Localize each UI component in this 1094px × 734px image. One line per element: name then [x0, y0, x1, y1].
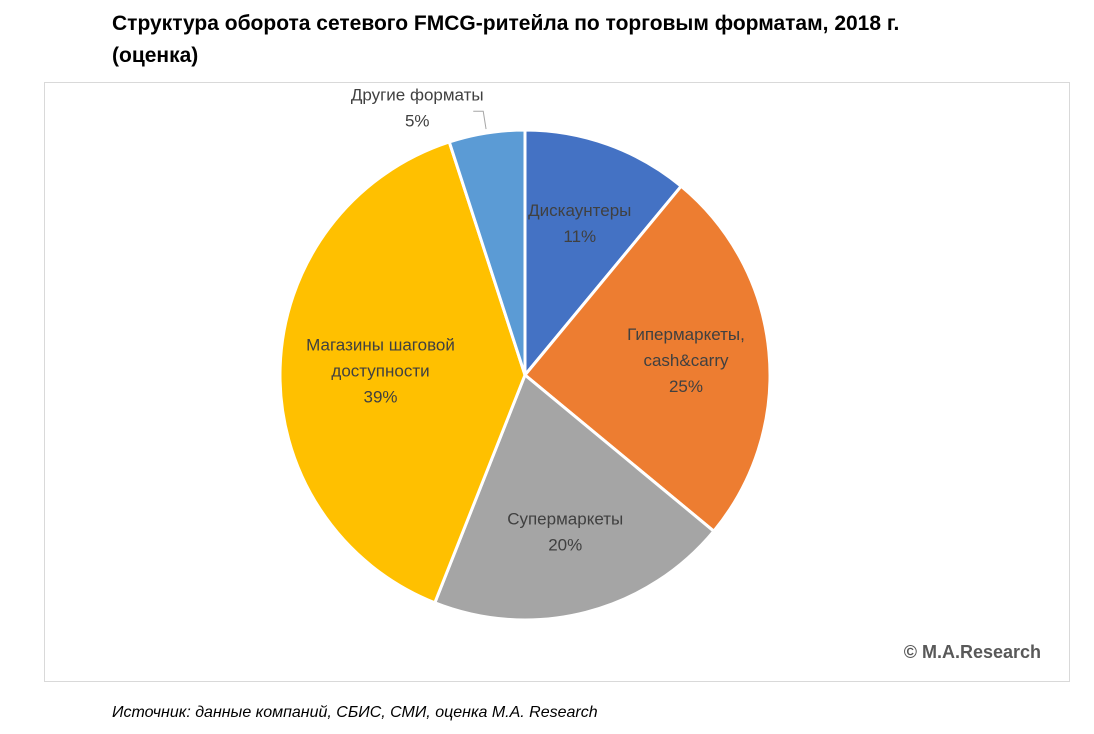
- chart-title-line2: (оценка): [112, 44, 199, 67]
- pie-chart: Дискаунтеры 11% Гипермаркеты, cash&carry 25%…: [278, 85, 772, 622]
- slice-value-label-гипермаркеты-cash-carry: 25%: [669, 377, 703, 396]
- source-note: Источник: данные компаний, СБИС, СМИ, оц…: [112, 704, 598, 721]
- pie-slice-дискаунтеры: [523, 128, 683, 377]
- slice-label-супермаркеты-0: Супермаркеты: [507, 510, 623, 529]
- slice-label-дискаунтеры-0: Дискаунтеры: [528, 201, 631, 220]
- pie-slice-гипермаркеты-cash-carry: [523, 184, 772, 533]
- slice-value-label-супермаркеты: 20%: [548, 536, 582, 555]
- leader-line-другие-форматы: [473, 110, 487, 130]
- slice-value-label-другие-форматы: 5%: [405, 111, 430, 130]
- slice-label-гипермаркеты-cash-carry-1: cash&carry: [643, 351, 729, 370]
- pie-slice-супермаркеты: [433, 373, 716, 622]
- slice-label-гипермаркеты-cash-carry-0: Гипермаркеты,: [627, 325, 745, 344]
- slice-value-label-дискаунтеры: 11%: [563, 227, 596, 246]
- slice-label-другие-форматы-0: Другие форматы: [351, 85, 484, 104]
- pie-slice-магазины-шаговой-доступности: [278, 140, 527, 605]
- chart-title-line1: Структура оборота сетевого FMCG-ритейла …: [112, 12, 900, 35]
- slice-label-магазины-шаговой-доступности-1: доступности: [331, 361, 429, 380]
- pie-slice-другие-форматы: [447, 128, 527, 377]
- chart-area: Дискаунтеры 11% Гипермаркеты, cash&carry 25%…: [44, 82, 1070, 682]
- slice-label-магазины-шаговой-доступности-0: Магазины шаговой: [306, 335, 455, 354]
- chart-title: Структура оборота сетевого FMCG-ритейла …: [112, 8, 1012, 72]
- copyright-label: © M.A.Research: [903, 642, 1041, 662]
- slice-value-label-магазины-шаговой-доступности: 39%: [364, 387, 398, 406]
